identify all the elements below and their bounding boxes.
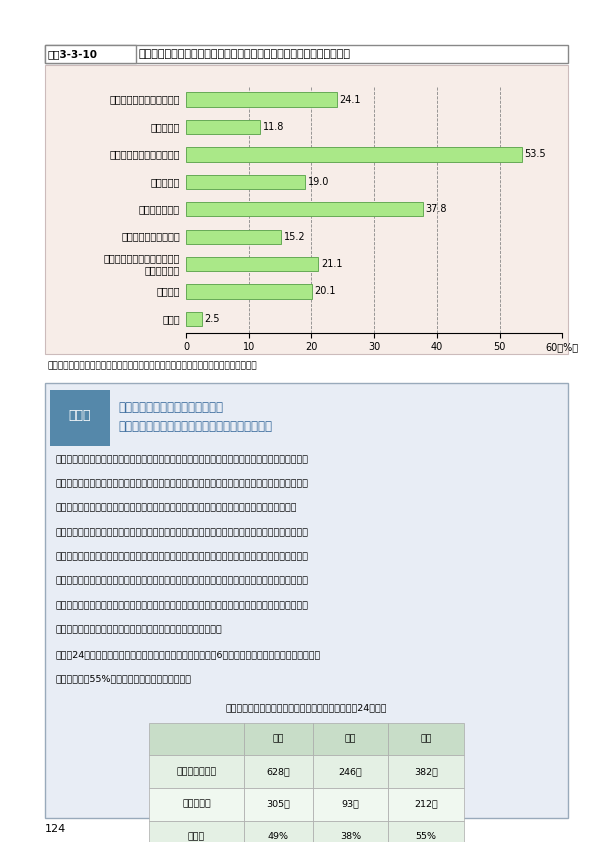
Bar [243, 821, 313, 842]
Text: おいて、空き地の管理が不適正な土地所有者に対して罰則規定を定める一方、市外に居住している: おいて、空き地の管理が不適正な土地所有者に対して罰則規定を定める一方、市外に居住… [55, 479, 308, 488]
Bar [243, 722, 313, 755]
Bar [186, 285, 312, 299]
Text: そのうちの約55%から委託申請がなされている。: そのうちの約55%から委託申請がなされている。 [55, 674, 191, 684]
Bar [186, 120, 260, 134]
Text: （兵庫県西宮市「あき地の雑草除去委託制度」）: （兵庫県西宮市「あき地の雑草除去委託制度」） [118, 420, 272, 433]
Text: 申請率: 申請率 [188, 833, 205, 841]
Text: 21.1: 21.1 [321, 259, 342, 269]
Text: 55%: 55% [415, 833, 436, 841]
Text: 11.8: 11.8 [262, 122, 284, 132]
Bar [243, 788, 313, 821]
Text: 平成24年度の実績では、雑草除去の依頼文送付数のうち約6割が市外居住者に対するものであり、: 平成24年度の実績では、雑草除去の依頼文送付数のうち約6割が市外居住者に対するも… [55, 650, 320, 659]
Text: 兵庫県西宮市では、市内の空き地の適切な管理を推進するため、「あき地の環境を守る条例」に: 兵庫県西宮市では、市内の空き地の適切な管理を推進するため、「あき地の環境を守る条… [55, 455, 308, 464]
Bar [388, 722, 464, 755]
Text: その他: その他 [162, 314, 180, 324]
Bar [313, 755, 388, 788]
Bar [186, 93, 337, 107]
Bar [186, 174, 305, 189]
Bar [388, 788, 464, 821]
Text: 382件: 382件 [414, 767, 438, 776]
Text: 図表　「あき地の雑草除去委託制度」の実績（平成24年度）: 図表 「あき地の雑草除去委託制度」の実績（平成24年度） [226, 703, 387, 712]
Bar [313, 722, 388, 755]
Text: ごみの不法投棄: ごみの不法投棄 [139, 205, 180, 214]
Text: 業務委託による空き地の雑草除去: 業務委託による空き地の雑草除去 [118, 401, 223, 413]
Bar [186, 230, 281, 244]
Text: 雑草の繁茂など環境の悪化: 雑草の繁茂など環境の悪化 [109, 149, 180, 159]
Text: 124: 124 [45, 824, 66, 834]
Text: 依頼文の送付数: 依頼文の送付数 [176, 767, 217, 776]
Text: 24.1: 24.1 [340, 94, 361, 104]
Text: 空き地の所有者に対して、適正管理を依頼する文書を送付し、雑草除去委託を希望する所有者から: 空き地の所有者に対して、適正管理を依頼する文書を送付し、雑草除去委託を希望する所… [55, 552, 308, 562]
Text: 246件: 246件 [339, 767, 362, 776]
Bar [149, 755, 243, 788]
Text: 委託申請数: 委託申請数 [182, 800, 211, 809]
Text: 20.1: 20.1 [315, 286, 336, 296]
Text: の申請を受け付けている。所有者による申請後、委託料の支払いが確認でき次第、市が雑草除去の: の申請を受け付けている。所有者による申請後、委託料の支払いが確認でき次第、市が雑… [55, 577, 308, 586]
Text: まちの活力・賑わいが低下: まちの活力・賑わいが低下 [109, 94, 180, 104]
Text: 市外: 市外 [420, 734, 431, 743]
Text: 15.2: 15.2 [284, 232, 305, 242]
Bar [149, 788, 243, 821]
Text: 空き地等によって、現在発生している問題、発生する可能性がある問題: 空き地等によって、現在発生している問題、発生する可能性がある問題 [139, 49, 351, 59]
Bar [313, 788, 388, 821]
Text: 市内: 市内 [345, 734, 356, 743]
Bar [149, 722, 243, 755]
Text: 放置自転車・不法駐車: 放置自転車・不法駐車 [121, 232, 180, 242]
Text: 38%: 38% [340, 833, 361, 841]
Text: 図表3-3-10: 図表3-3-10 [47, 49, 97, 59]
Text: 93件: 93件 [342, 800, 359, 809]
Text: 将来どのように活用されるか
わからず不安: 将来どのように活用されるか わからず不安 [104, 253, 180, 274]
Text: この制度では、職員によるパトロールや周辺住民からの苦情に基づき、管理が不適正と判断した: この制度では、職員によるパトロールや周辺住民からの苦情に基づき、管理が不適正と判… [55, 528, 308, 537]
Text: 資料：国土交通政策研究所「オープンスペースの実態把握と利活用に関する調査研究」: 資料：国土交通政策研究所「オープンスペースの実態把握と利活用に関する調査研究」 [47, 361, 257, 370]
Text: 305件: 305件 [266, 800, 290, 809]
Text: 628件: 628件 [267, 767, 290, 776]
Bar [45, 45, 136, 63]
Text: コラム: コラム [68, 409, 91, 422]
Bar [186, 257, 318, 271]
Bar [313, 821, 388, 842]
Text: 2.5: 2.5 [204, 314, 220, 324]
Bar [243, 755, 313, 788]
Bar [50, 390, 110, 446]
Text: 委託業務を発注することになっている。このように、発注にかかる契約手続き等を市が一括して行: 委託業務を発注することになっている。このように、発注にかかる契約手続き等を市が一… [55, 601, 308, 610]
Bar [388, 821, 464, 842]
Text: 治安の悪化: 治安の悪化 [151, 177, 180, 187]
Text: 景観の悪化: 景観の悪化 [151, 122, 180, 132]
Bar [186, 202, 423, 216]
Text: 49%: 49% [268, 833, 289, 841]
Bar [149, 821, 243, 842]
Text: 19.0: 19.0 [308, 177, 329, 187]
Bar [388, 755, 464, 788]
Text: 37.8: 37.8 [425, 205, 447, 214]
Text: うことで、土地所有者の負担軽減や費用の合理化が期待される。: うことで、土地所有者の負担軽減や費用の合理化が期待される。 [55, 626, 222, 635]
Text: 212件: 212件 [414, 800, 438, 809]
Bar [186, 312, 202, 326]
Text: 53.5: 53.5 [524, 149, 546, 159]
Text: 等の理由で空き地の雑草除去をできない土地所有者のために雑草除去委託制度を設けている。: 等の理由で空き地の雑草除去をできない土地所有者のために雑草除去委託制度を設けてい… [55, 504, 296, 513]
Bar [45, 448, 568, 449]
Text: 総数: 総数 [273, 734, 284, 743]
Text: 特にない: 特にない [156, 286, 180, 296]
Bar [186, 147, 521, 162]
